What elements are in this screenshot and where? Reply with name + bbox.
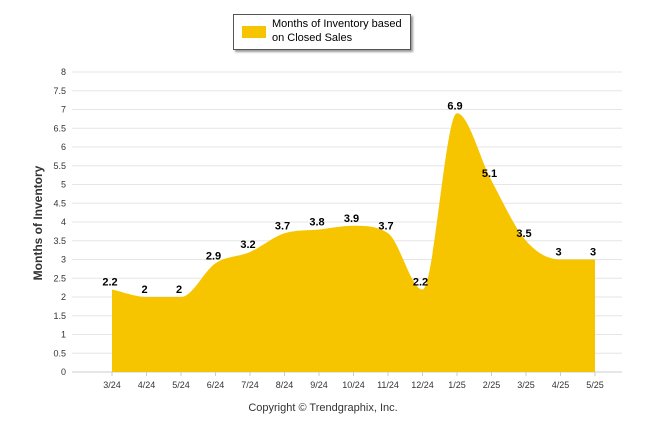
y-tick-label: 4.5 <box>53 198 66 208</box>
legend-label: Months of Inventory based on Closed Sale… <box>272 18 402 44</box>
y-tick-label: 2.5 <box>53 273 66 283</box>
y-tick-label: 0 <box>61 367 66 377</box>
y-tick-label: 5 <box>61 180 66 190</box>
x-tick-label: 2/25 <box>483 380 501 390</box>
y-tick-label: 2 <box>61 292 66 302</box>
x-tick-label: 12/24 <box>411 380 434 390</box>
data-label: 3.7 <box>275 220 290 232</box>
x-axis-ticks: 3/24 4/24 5/24 6/24 7/24 8/24 9/24 10/24 11/24 12… <box>103 372 604 390</box>
x-tick-label: 11/24 <box>377 380 399 390</box>
x-tick-label: 3/24 <box>103 380 121 390</box>
data-label: 3 <box>555 247 561 259</box>
y-tick-label: 3 <box>61 255 66 265</box>
data-label: 5.1 <box>482 168 497 180</box>
data-label: 2.2 <box>413 277 428 289</box>
data-label: 3.9 <box>344 213 359 225</box>
y-tick-label: 3.5 <box>53 236 66 246</box>
y-tick-label: 7 <box>61 105 66 115</box>
y-tick-label: 7.5 <box>53 86 66 96</box>
y-tick-label: 8 <box>61 67 66 77</box>
data-labels: 2.2 2 2 2.9 3.2 3.7 3.8 3.9 3.7 2.2 6.9 5.1 3.5 3 3 <box>102 100 596 296</box>
data-label: 2 <box>141 284 147 296</box>
y-tick-label: 1 <box>61 330 66 340</box>
x-tick-label: 3/25 <box>517 380 535 390</box>
data-label: 3.8 <box>309 217 324 229</box>
data-label: 2.2 <box>102 277 117 289</box>
y-axis-title: Months of Inventory <box>31 165 45 280</box>
legend: Months of Inventory based on Closed Sale… <box>233 14 411 50</box>
x-tick-label: 8/24 <box>276 380 294 390</box>
area-series-path <box>112 113 595 372</box>
x-tick-label: 10/24 <box>342 380 365 390</box>
y-axis-ticks: 0 0.5 1 1.5 2 2.5 3 3.5 4 4.5 5 5.5 6 6.5 7 7.5 8 <box>53 67 66 377</box>
y-tick-label: 4 <box>61 217 66 227</box>
data-label: 2 <box>176 284 182 296</box>
legend-swatch <box>242 26 266 38</box>
data-label: 6.9 <box>447 100 462 112</box>
data-label: 3.5 <box>516 228 531 240</box>
x-tick-label: 4/25 <box>552 380 570 390</box>
y-tick-label: 0.5 <box>53 348 66 358</box>
x-tick-label: 9/24 <box>310 380 328 390</box>
x-tick-label: 6/24 <box>207 380 225 390</box>
y-tick-label: 6.5 <box>53 123 66 133</box>
x-tick-label: 5/25 <box>586 380 604 390</box>
area-series <box>112 113 595 372</box>
data-label: 3.7 <box>378 220 393 232</box>
copyright-text: Copyright © Trendgraphix, Inc. <box>248 402 398 414</box>
y-tick-label: 5.5 <box>53 161 66 171</box>
y-tick-label: 1.5 <box>53 311 66 321</box>
x-tick-label: 4/24 <box>138 380 156 390</box>
data-label: 2.9 <box>206 250 221 262</box>
y-tick-label: 6 <box>61 142 66 152</box>
x-tick-label: 5/24 <box>172 380 190 390</box>
x-tick-label: 7/24 <box>241 380 259 390</box>
x-tick-label: 1/25 <box>448 380 466 390</box>
data-label: 3.2 <box>240 239 255 251</box>
data-label: 3 <box>590 247 596 259</box>
